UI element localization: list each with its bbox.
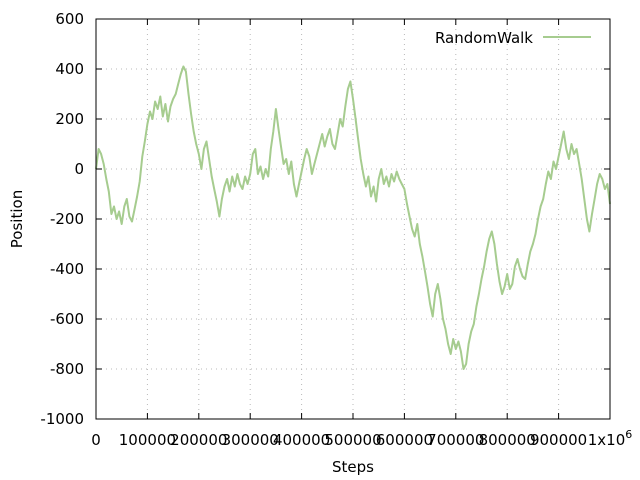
x-tick-label: 900000 — [530, 431, 587, 449]
x-tick-label: 400000 — [273, 431, 330, 449]
legend: RandomWalk — [435, 29, 591, 47]
y-tick-label: 400 — [55, 60, 84, 78]
y-tick-label: -400 — [50, 260, 84, 278]
y-tick-label: 600 — [55, 10, 84, 28]
x-tick-label: 300000 — [222, 431, 279, 449]
axis-ticks — [95, 18, 611, 420]
series-layer — [95, 65, 611, 370]
y-tick-label: -800 — [50, 360, 84, 378]
y-tick-label: -1000 — [40, 410, 84, 428]
y-axis-title: Position — [8, 190, 26, 248]
y-tick-label: -600 — [50, 310, 84, 328]
y-tick-label: -200 — [50, 210, 84, 228]
x-tick-label: 600000 — [376, 431, 433, 449]
x-tick-label: 1x106 — [588, 428, 633, 449]
x-tick-label-superscript: 6 — [625, 428, 632, 441]
legend-label-randomwalk: RandomWalk — [435, 29, 533, 47]
y-tick-label: 0 — [74, 160, 84, 178]
x-axis-title: Steps — [332, 458, 374, 476]
y-tick-label: 200 — [55, 110, 84, 128]
x-tick-label: 500000 — [324, 431, 381, 449]
x-tick-label: 0 — [91, 431, 101, 449]
x-tick-label: 100000 — [119, 431, 176, 449]
x-tick-label: 700000 — [427, 431, 484, 449]
x-tick-label: 800000 — [479, 431, 536, 449]
grid-lines — [96, 19, 610, 419]
tick-labels: 0 100000200000300000400000500000600000700… — [40, 10, 632, 449]
x-tick-label: 200000 — [170, 431, 227, 449]
series-line-randomwalk — [95, 65, 611, 370]
